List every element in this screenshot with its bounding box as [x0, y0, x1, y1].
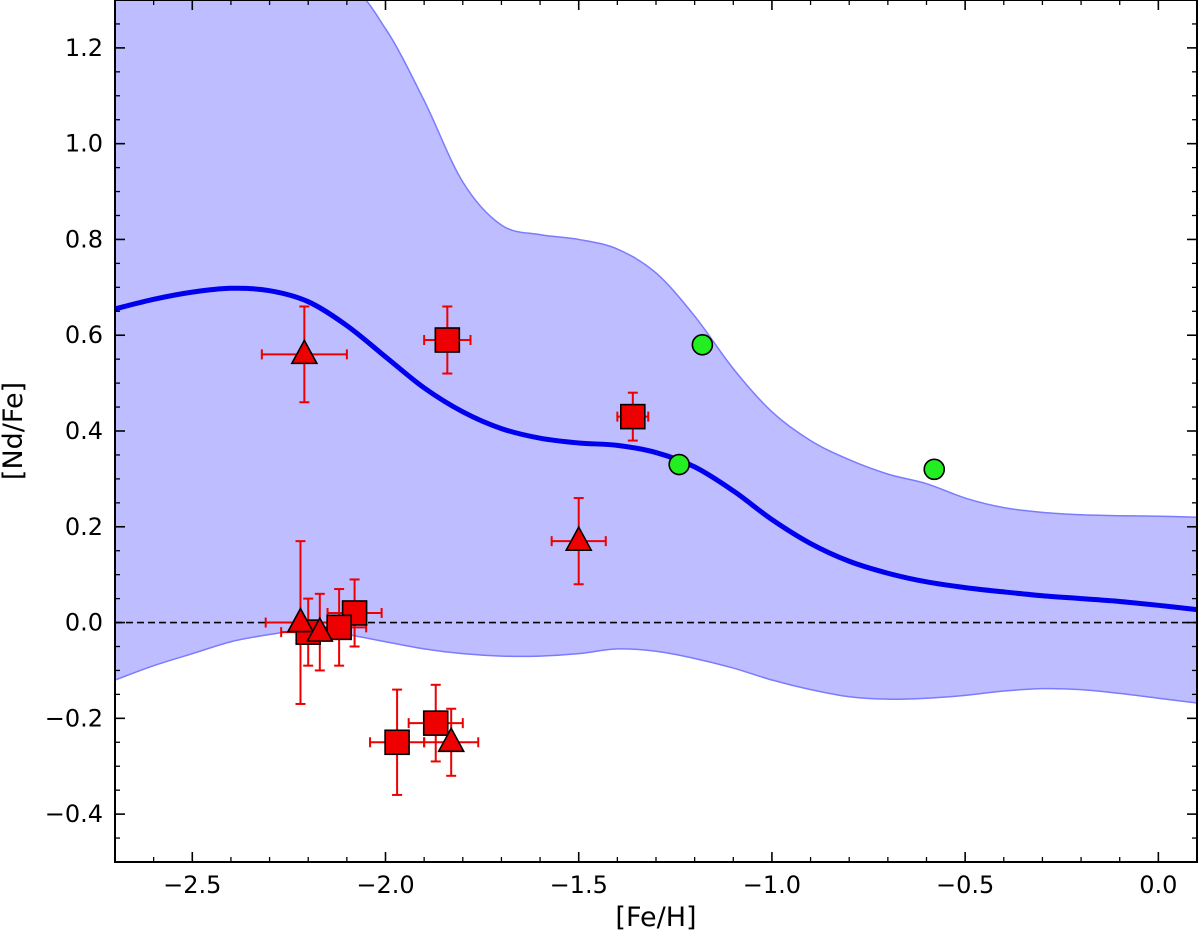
y-tick-label: 0.2	[65, 513, 103, 541]
triangle-marker	[286, 606, 315, 633]
y-tick-label: 0.8	[65, 225, 103, 253]
triangle-marker	[437, 726, 466, 753]
plot-frame	[114, 0, 1198, 863]
y-axis-label: [Nd/Fe]	[0, 382, 29, 480]
band-area	[115, 0, 1197, 704]
curve-line	[115, 285, 1197, 613]
y-tick-label: −0.2	[45, 704, 103, 732]
square-marker	[620, 403, 646, 430]
tick-labels: −2.5 −2.0 −1.5 −1.0 −0.5 0.0 −0.4 −0.2 0.0 0.2 0.4…	[45, 34, 1178, 899]
square-marker	[384, 729, 410, 756]
circle-marker	[923, 458, 946, 481]
x-tick-label: 0.0	[1139, 871, 1177, 899]
x-tick-label: −1.5	[550, 871, 608, 899]
y-tick-label: −0.4	[45, 800, 103, 828]
x-tick-label: −2.5	[163, 871, 221, 899]
square-marker	[434, 327, 461, 353]
y-tick-label: 0.4	[65, 417, 103, 445]
triangle-marker	[564, 525, 593, 551]
y-tick-label: 0.0	[65, 609, 103, 637]
y-tick-label: 1.0	[65, 130, 103, 158]
triangle-marker	[290, 338, 319, 365]
square-marker	[422, 710, 449, 736]
x-tick-label: −2.0	[356, 871, 414, 899]
x-tick-label: −0.5	[936, 871, 994, 899]
data-markers	[286, 327, 946, 756]
y-tick-label: 0.6	[65, 321, 103, 349]
circle-marker	[691, 333, 714, 356]
circle-marker	[668, 453, 690, 476]
x-axis-label: [Fe/H]	[615, 902, 696, 933]
model-curve	[115, 285, 1197, 613]
square-marker	[326, 614, 352, 641]
x-tick-label: −1.0	[743, 871, 801, 899]
axis-ticks	[114, 0, 1198, 863]
y-tick-label: 1.2	[65, 34, 103, 62]
triangle-marker	[305, 616, 334, 642]
confidence-band	[115, 0, 1197, 704]
